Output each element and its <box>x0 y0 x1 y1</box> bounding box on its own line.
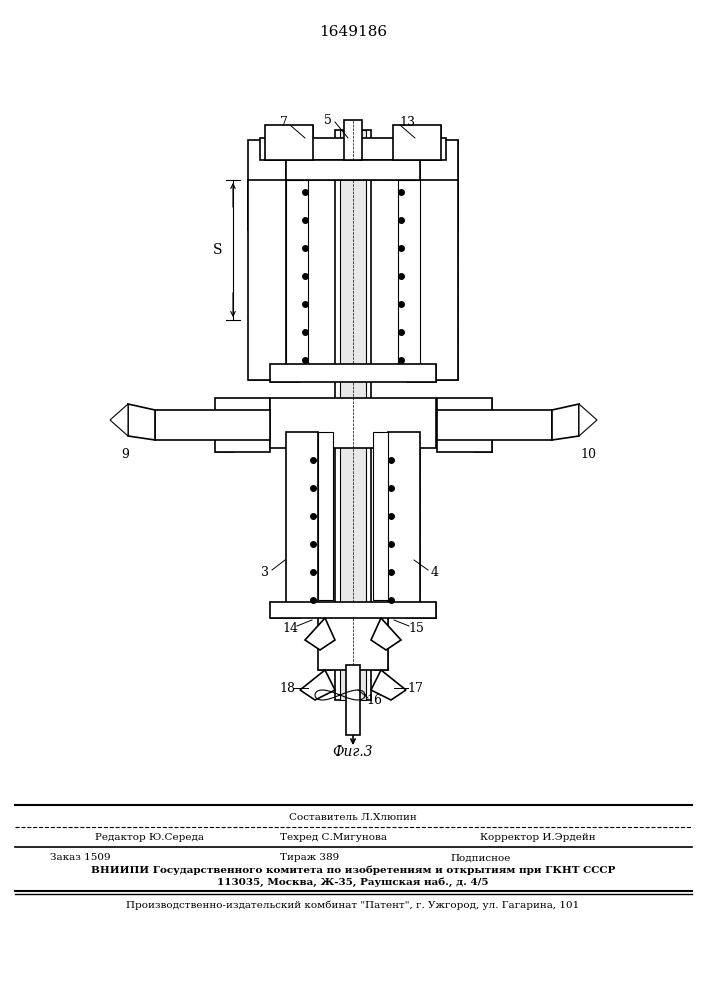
Bar <box>437 398 492 452</box>
Text: ВНИИПИ Государственного комитета по изобретениям и открытиям при ГКНТ СССР: ВНИИПИ Государственного комитета по изоб… <box>90 865 615 875</box>
Text: 15: 15 <box>408 622 424 636</box>
Bar <box>270 364 436 382</box>
Text: Заказ 1509: Заказ 1509 <box>50 854 110 862</box>
Text: 4: 4 <box>431 566 439 580</box>
Text: 10: 10 <box>580 448 596 460</box>
Text: 14: 14 <box>282 622 298 636</box>
Bar <box>215 398 233 452</box>
Bar <box>286 180 308 370</box>
Bar <box>318 615 388 670</box>
Bar <box>248 140 286 230</box>
Bar <box>420 180 458 380</box>
Polygon shape <box>128 404 155 440</box>
Bar <box>265 125 313 160</box>
Bar <box>248 180 286 380</box>
Bar <box>286 160 420 180</box>
Bar <box>260 138 446 160</box>
Bar <box>393 125 441 160</box>
Bar <box>286 432 318 610</box>
Bar <box>388 432 420 610</box>
Text: Составитель Л.Хлюпин: Составитель Л.Хлюпин <box>289 812 417 822</box>
Bar <box>406 602 436 618</box>
Text: 1649186: 1649186 <box>319 25 387 39</box>
Text: Редактор Ю.Середа: Редактор Ю.Середа <box>95 834 204 842</box>
Bar <box>265 125 313 160</box>
Bar <box>286 432 318 610</box>
Text: Корректор И.Эрдейн: Корректор И.Эрдейн <box>480 834 595 842</box>
Bar <box>318 432 333 600</box>
Polygon shape <box>371 618 401 650</box>
Text: Тираж 389: Тираж 389 <box>280 854 339 862</box>
Bar <box>374 615 388 670</box>
Text: 17: 17 <box>407 682 423 694</box>
Text: Подписное: Подписное <box>450 854 510 862</box>
Bar <box>393 125 441 160</box>
Text: 113035, Москва, Ж-35, Раушская наб., д. 4/5: 113035, Москва, Ж-35, Раушская наб., д. … <box>217 877 489 887</box>
Text: 13: 13 <box>399 115 415 128</box>
Bar <box>270 398 436 448</box>
Bar <box>270 602 436 618</box>
Bar <box>420 180 458 380</box>
Bar <box>346 665 360 735</box>
Polygon shape <box>110 404 128 436</box>
Text: Фиг.3: Фиг.3 <box>333 745 373 759</box>
Polygon shape <box>371 670 406 700</box>
Text: 7: 7 <box>280 115 288 128</box>
Text: 18: 18 <box>279 682 295 694</box>
Bar <box>340 130 366 700</box>
Bar <box>474 398 492 452</box>
Bar <box>344 120 362 160</box>
Bar <box>248 180 286 380</box>
Bar <box>318 615 332 670</box>
Bar <box>373 432 388 600</box>
Text: Техред С.Мигунова: Техред С.Мигунова <box>280 834 387 842</box>
Text: Производственно-издательский комбинат "Патент", г. Ужгород, ул. Гагарина, 101: Производственно-издательский комбинат "П… <box>127 900 580 910</box>
Bar <box>270 364 300 382</box>
Bar <box>286 160 420 180</box>
Bar <box>437 410 552 440</box>
Bar <box>270 602 300 618</box>
Text: 5: 5 <box>324 113 332 126</box>
Text: 16: 16 <box>366 694 382 708</box>
Polygon shape <box>552 404 579 440</box>
Bar <box>248 140 286 230</box>
Text: 9: 9 <box>121 448 129 460</box>
Bar <box>420 140 458 230</box>
Bar <box>335 130 371 700</box>
Bar <box>406 364 436 382</box>
Polygon shape <box>579 404 597 436</box>
Text: 3: 3 <box>261 566 269 580</box>
Text: S: S <box>214 243 223 257</box>
Polygon shape <box>300 670 335 700</box>
Bar <box>155 410 270 440</box>
Bar <box>420 140 458 230</box>
Bar <box>215 398 270 452</box>
Bar <box>388 432 420 610</box>
Bar <box>398 180 420 370</box>
Polygon shape <box>305 618 335 650</box>
